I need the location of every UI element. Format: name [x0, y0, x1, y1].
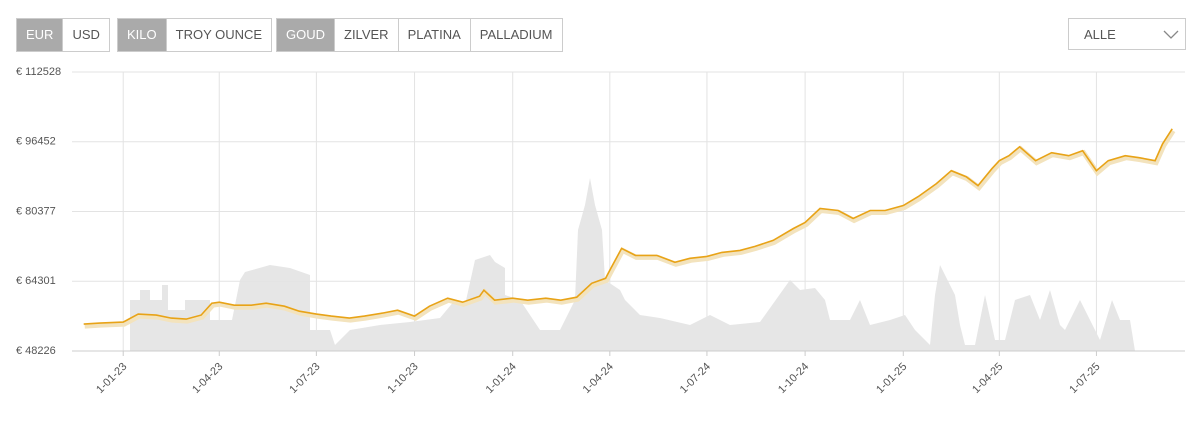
x-tick-label: 1-01-25 [874, 361, 909, 396]
x-tick-label: 1-01-23 [94, 361, 129, 396]
button[interactable]: PALLADIUM [469, 19, 562, 51]
y-tick-label: € 96452 [16, 136, 56, 148]
unit-toggle: KILO TROY OUNCE [117, 18, 273, 52]
y-tick-label: € 80377 [16, 205, 56, 217]
x-tick-label: 1-07-24 [678, 361, 713, 396]
x-tick-label: 1-04-25 [970, 361, 1005, 396]
dropdown-value: ALLE [1084, 27, 1116, 42]
button[interactable]: PLATINA [397, 19, 470, 51]
button[interactable]: GOUD [277, 19, 334, 51]
button[interactable]: KILO [118, 19, 166, 51]
x-tick-label: 1-07-23 [287, 361, 322, 396]
x-tick-label: 1-07-25 [1067, 361, 1102, 396]
x-tick-label: 1-10-23 [385, 361, 420, 396]
price-line [83, 128, 1173, 325]
x-tick-label: 1-04-24 [581, 361, 616, 396]
button[interactable]: USD [62, 19, 108, 51]
y-tick-label: € 64301 [16, 275, 56, 287]
button[interactable]: TROY OUNCE [165, 19, 271, 51]
button[interactable]: EUR [17, 19, 63, 51]
metal-toggle: GOUD ZILVER PLATINA PALLADIUM [276, 18, 563, 52]
button[interactable]: ZILVER [334, 19, 398, 51]
period-dropdown[interactable]: ALLE [1068, 18, 1186, 50]
line-shadow [84, 129, 1176, 329]
skyline [130, 178, 1135, 351]
chevron [1163, 30, 1179, 39]
x-tick-label: 1-10-24 [776, 361, 811, 396]
y-tick-label: € 48226 [16, 345, 56, 357]
y-tick-label: € 112528 [16, 66, 61, 78]
x-tick-label: 1-04-23 [190, 361, 225, 396]
currency-toggle: EUR USD [16, 18, 110, 52]
x-tick-label: 1-01-24 [484, 361, 519, 396]
